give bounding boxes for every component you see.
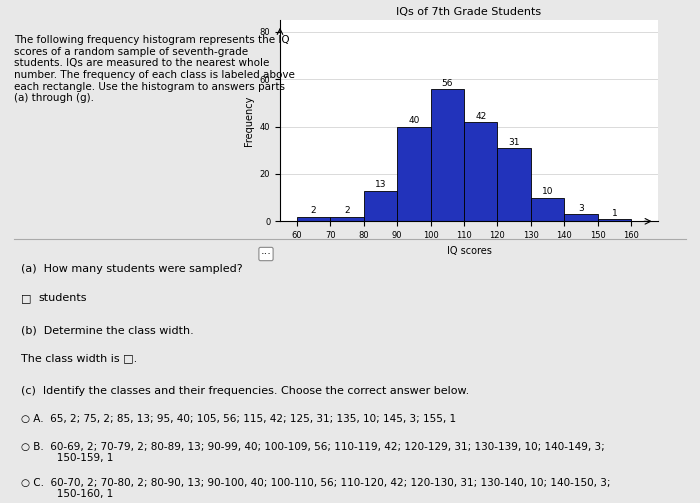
Text: ○ C.  60-70, 2; 70-80, 2; 80-90, 13; 90-100, 40; 100-110, 56; 110-120, 42; 120-1: ○ C. 60-70, 2; 70-80, 2; 80-90, 13; 90-1… — [21, 478, 610, 499]
Text: ○ B.  60-69, 2; 70-79, 2; 80-89, 13; 90-99, 40; 100-109, 56; 110-119, 42; 120-12: ○ B. 60-69, 2; 70-79, 2; 80-89, 13; 90-9… — [21, 442, 605, 463]
Text: 1: 1 — [612, 209, 617, 218]
Text: 56: 56 — [442, 78, 453, 88]
Text: 3: 3 — [578, 204, 584, 213]
Text: □: □ — [21, 293, 32, 303]
Text: ···: ··· — [260, 249, 272, 259]
Bar — [564, 214, 598, 221]
Text: 40: 40 — [408, 117, 419, 125]
Bar — [363, 191, 397, 221]
X-axis label: IQ scores: IQ scores — [447, 245, 491, 256]
Text: (b)  Determine the class width.: (b) Determine the class width. — [21, 326, 194, 336]
Bar — [498, 148, 531, 221]
Bar — [397, 127, 430, 221]
Text: 10: 10 — [542, 188, 554, 197]
Bar — [464, 122, 498, 221]
Y-axis label: Frequency: Frequency — [244, 96, 254, 146]
Bar — [297, 217, 330, 221]
Bar — [531, 198, 564, 221]
Text: 2: 2 — [344, 206, 350, 215]
Text: 31: 31 — [508, 138, 520, 147]
Text: The following frequency histogram represents the IQ
scores of a random sample of: The following frequency histogram repres… — [14, 35, 295, 103]
Text: (c)  Identify the classes and their frequencies. Choose the correct answer below: (c) Identify the classes and their frequ… — [21, 386, 469, 396]
Text: students: students — [38, 293, 87, 303]
Text: 42: 42 — [475, 112, 486, 121]
Text: The class width is □.: The class width is □. — [21, 354, 137, 364]
Bar — [598, 219, 631, 221]
Bar — [330, 217, 363, 221]
Bar — [430, 89, 464, 221]
Title: IQs of 7th Grade Students: IQs of 7th Grade Students — [396, 7, 542, 17]
Text: (a)  How many students were sampled?: (a) How many students were sampled? — [21, 264, 243, 274]
Text: 13: 13 — [374, 181, 386, 189]
Text: ○ A.  65, 2; 75, 2; 85, 13; 95, 40; 105, 56; 115, 42; 125, 31; 135, 10; 145, 3; : ○ A. 65, 2; 75, 2; 85, 13; 95, 40; 105, … — [21, 414, 456, 424]
Text: 2: 2 — [311, 206, 316, 215]
